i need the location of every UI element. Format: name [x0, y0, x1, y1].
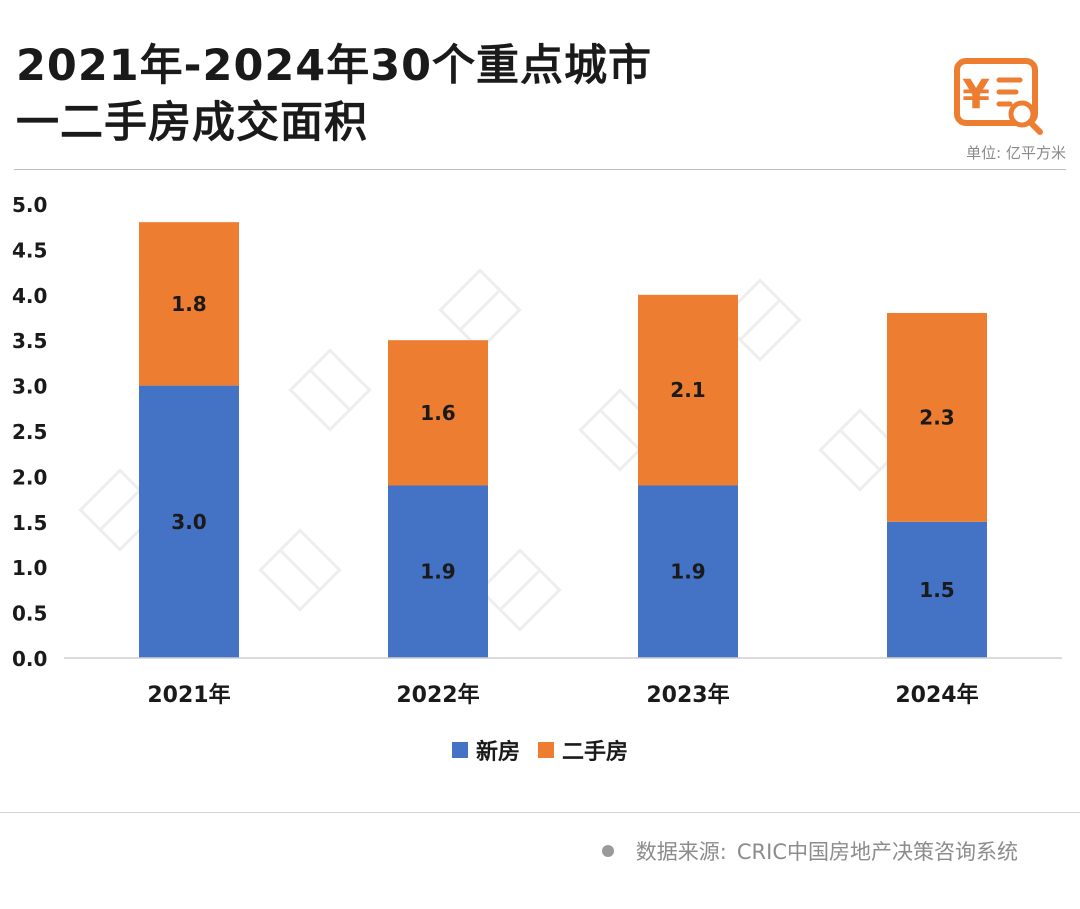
x-tick-label: 2022年: [396, 682, 479, 708]
data-source-text: CRIC中国房地产决策咨询系统: [736, 840, 1018, 864]
data-label: 1.8: [171, 292, 206, 316]
y-tick-label: 0.5: [12, 602, 47, 626]
x-tick-label: 2021年: [147, 682, 230, 708]
chart-title-line-2: 一二手房成交面积: [16, 98, 368, 148]
legend-label-new: 新房: [475, 740, 520, 765]
legend-label-second: 二手房: [562, 740, 629, 765]
data-label: 1.6: [420, 401, 455, 425]
data-source-label: 数据来源:: [635, 840, 727, 864]
bar-new: [388, 485, 488, 658]
legend-swatch-second: [538, 742, 554, 758]
header-divider: [14, 169, 1066, 170]
data-label: 3.0: [171, 510, 206, 534]
legend-swatch-new: [451, 742, 468, 758]
y-tick-label: 1.5: [12, 511, 47, 535]
bar-second: [638, 294, 738, 486]
bullet-dot-icon: [601, 845, 614, 857]
data-label: 1.5: [919, 578, 954, 602]
invoice-search-icon: ¥: [954, 58, 1043, 135]
unit-label: 单位: 亿平方米: [966, 144, 1066, 162]
bar-second: [388, 340, 488, 486]
x-tick-label: 2023年: [646, 682, 729, 708]
y-tick-label: 2.0: [12, 465, 47, 489]
y-tick-label: 1.0: [12, 556, 47, 580]
bar-second: [139, 222, 239, 386]
chart-title-line-1: 2021年-2024年30个重点城市: [16, 41, 653, 91]
data-source: 数据来源: CRIC中国房地产决策咨询系统: [601, 836, 1018, 866]
data-label: 2.3: [919, 405, 954, 429]
y-tick-label: 4.5: [12, 238, 47, 262]
y-tick-label: 4.0: [12, 284, 47, 308]
y-tick-label: 3.0: [12, 375, 47, 399]
bar-new: [139, 385, 239, 658]
svg-text:¥: ¥: [962, 72, 990, 118]
y-tick-label: 0.0: [12, 647, 47, 671]
y-tick-label: 2.5: [12, 420, 47, 444]
data-label: 1.9: [670, 560, 705, 584]
legend-item-second: 二手房: [538, 734, 628, 766]
stacked-bar-chart: 0.0 0.5 1.0 1.5 2.0 2.5 3.0 3.5 4.0 4.5 5.0 3.0 1.8 2…: [12, 193, 1062, 708]
chart-legend: 新房 二手房: [0, 734, 1080, 766]
x-tick-label: 2024年: [895, 682, 978, 708]
data-label: 2.1: [670, 378, 705, 402]
bar-new: [638, 485, 738, 658]
bar-second: [887, 312, 987, 522]
footer-divider: [0, 812, 1080, 813]
y-tick-label: 3.5: [12, 329, 47, 353]
data-label: 1.9: [420, 560, 455, 584]
chart-title: 2021年-2024年30个重点城市 一二手房成交面积: [16, 38, 652, 152]
legend-item-new: 新房: [451, 734, 520, 766]
y-tick-label: 5.0: [12, 193, 47, 217]
bar-new: [887, 521, 987, 658]
